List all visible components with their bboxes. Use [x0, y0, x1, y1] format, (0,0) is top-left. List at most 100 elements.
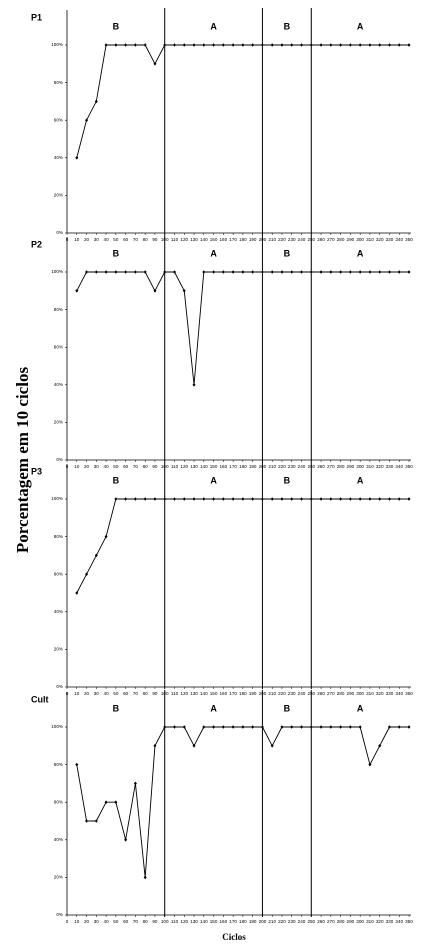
x-tick-label: 210 [268, 237, 276, 242]
series-line [76, 44, 409, 158]
point [270, 744, 274, 748]
x-tick-label: 230 [288, 691, 296, 696]
x-tick-label: 130 [190, 237, 198, 242]
x-tick-label: 10 [74, 919, 80, 924]
x-tick-label: 40 [104, 919, 110, 924]
x-tick-label: 270 [327, 237, 335, 242]
phase-label: B [284, 21, 291, 31]
y-tick-label: 100% [51, 724, 63, 729]
point [85, 572, 89, 576]
x-tick-label: 310 [366, 237, 374, 242]
x-tick-label: 340 [395, 919, 403, 924]
point [143, 497, 147, 501]
x-tick-label: 10 [74, 691, 80, 696]
x-tick-label: 160 [220, 237, 228, 242]
point [290, 497, 294, 501]
y-tick-label: 40% [54, 837, 63, 842]
y-tick-label: 60% [54, 344, 63, 349]
y-tick-label: 20% [54, 875, 63, 880]
x-tick-label: 190 [249, 919, 257, 924]
x-tick-label: 240 [298, 237, 306, 242]
x-tick-label: 230 [288, 919, 296, 924]
y-tick-label: 0% [56, 684, 63, 689]
x-tick-label: 170 [229, 237, 237, 242]
x-tick-label: 290 [347, 691, 355, 696]
x-tick-label: 170 [229, 464, 237, 469]
x-tick-label: 300 [356, 237, 364, 242]
x-tick-label: 160 [220, 464, 228, 469]
point [85, 819, 89, 823]
point [212, 43, 216, 47]
phase-label: B [284, 475, 291, 485]
x-tick-label: 10 [74, 237, 80, 242]
panel-title: P1 [31, 12, 42, 22]
x-tick-label: 170 [229, 919, 237, 924]
x-tick-label: 140 [200, 464, 208, 469]
point [114, 270, 118, 274]
point [104, 43, 108, 47]
x-tick-label: 320 [376, 237, 384, 242]
x-tick-label: 80 [143, 237, 149, 242]
point [339, 497, 343, 501]
point [231, 43, 235, 47]
point [397, 497, 401, 501]
phase-label: A [357, 21, 364, 31]
y-tick-label: 60% [54, 799, 63, 804]
x-tick-label: 70 [133, 464, 139, 469]
point [280, 497, 284, 501]
x-tick-label: 100 [161, 919, 169, 924]
point [94, 819, 98, 823]
point [397, 43, 401, 47]
point [329, 270, 333, 274]
point [260, 270, 264, 274]
y-tick-label: 80% [54, 762, 63, 767]
point [241, 43, 245, 47]
point [407, 725, 411, 729]
x-tick-label: 240 [298, 691, 306, 696]
point [114, 43, 118, 47]
x-tick-label: 70 [133, 237, 139, 242]
point [114, 800, 118, 804]
x-tick-label: 280 [337, 919, 345, 924]
x-tick-label: 90 [152, 919, 158, 924]
y-tick-label: 40% [54, 609, 63, 614]
point [192, 744, 196, 748]
point [309, 43, 313, 47]
x-tick-label: 280 [337, 691, 345, 696]
x-tick-label: 110 [171, 237, 179, 242]
point [260, 43, 264, 47]
point [124, 43, 128, 47]
point [339, 43, 343, 47]
point [172, 497, 176, 501]
point [300, 725, 304, 729]
point [387, 725, 391, 729]
x-tick-label: 20 [84, 237, 90, 242]
point [124, 838, 128, 842]
x-tick-label: 260 [317, 691, 325, 696]
phase-label: B [113, 703, 120, 713]
x-tick-label: 210 [268, 464, 276, 469]
phase-label: A [357, 248, 364, 258]
x-tick-label: 270 [327, 691, 335, 696]
point [251, 725, 255, 729]
x-tick-label: 80 [143, 919, 149, 924]
point [387, 497, 391, 501]
x-tick-label: 220 [278, 464, 286, 469]
x-tick-label: 300 [356, 691, 364, 696]
point [329, 43, 333, 47]
x-tick-label: 300 [356, 919, 364, 924]
point [94, 270, 98, 274]
point [300, 497, 304, 501]
x-tick-label: 120 [180, 464, 188, 469]
x-tick-label: 340 [395, 237, 403, 242]
point [104, 800, 108, 804]
point [182, 43, 186, 47]
point [407, 270, 411, 274]
point [329, 725, 333, 729]
x-tick-label: 40 [104, 691, 110, 696]
point [124, 497, 128, 501]
x-tick-label: 310 [366, 919, 374, 924]
phase-label: A [357, 703, 364, 713]
point [270, 270, 274, 274]
x-tick-label: 150 [210, 464, 218, 469]
